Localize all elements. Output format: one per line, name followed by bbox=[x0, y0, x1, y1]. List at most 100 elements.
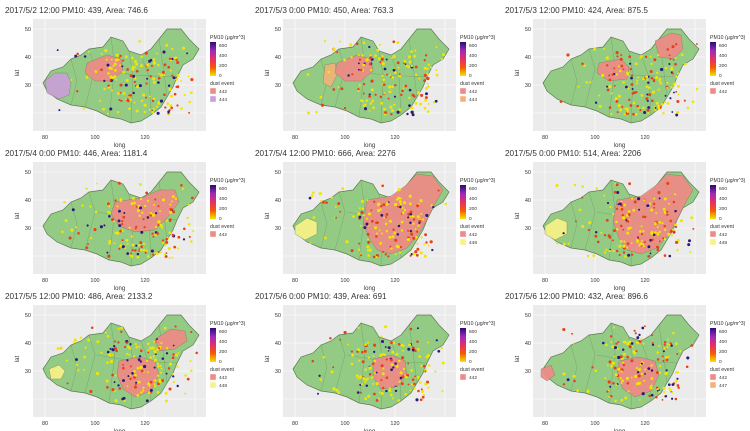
station-point bbox=[360, 68, 363, 72]
station-point bbox=[83, 368, 86, 371]
station-point bbox=[414, 49, 417, 52]
station-point bbox=[617, 367, 621, 371]
station-point bbox=[84, 346, 87, 349]
station-point bbox=[642, 77, 645, 80]
land-region bbox=[292, 314, 450, 410]
station-point bbox=[409, 254, 412, 257]
dust-event-swatch bbox=[459, 238, 467, 246]
station-point bbox=[134, 373, 137, 377]
station-point bbox=[117, 181, 121, 185]
station-point bbox=[424, 98, 428, 102]
station-point bbox=[627, 210, 631, 213]
station-point bbox=[127, 375, 130, 378]
station-point bbox=[664, 394, 668, 398]
station-point bbox=[388, 74, 391, 77]
pm10-legend-title: PM10 (μg/m^3) bbox=[710, 178, 746, 184]
station-point bbox=[169, 69, 172, 72]
station-point bbox=[385, 358, 388, 361]
station-point bbox=[389, 358, 393, 362]
station-point bbox=[306, 111, 311, 115]
station-point bbox=[190, 369, 193, 373]
station-point bbox=[165, 346, 169, 350]
station-point bbox=[392, 54, 396, 58]
station-point bbox=[129, 74, 133, 78]
station-point bbox=[661, 222, 664, 225]
station-point bbox=[117, 58, 120, 61]
station-point bbox=[688, 239, 691, 243]
station-point bbox=[626, 110, 629, 114]
station-point bbox=[105, 58, 108, 61]
station-point bbox=[168, 362, 172, 366]
station-point bbox=[148, 95, 151, 98]
y-axis-label: lat bbox=[515, 356, 521, 363]
station-point bbox=[414, 375, 417, 378]
station-point bbox=[424, 96, 428, 100]
station-point bbox=[650, 364, 653, 367]
station-point bbox=[410, 369, 414, 372]
station-point bbox=[418, 355, 422, 358]
pm10-color-scale bbox=[210, 185, 216, 219]
station-point bbox=[605, 343, 608, 347]
station-point bbox=[610, 341, 613, 344]
station-point bbox=[393, 103, 396, 106]
station-point bbox=[620, 207, 624, 211]
station-point bbox=[393, 203, 398, 207]
station-point bbox=[640, 94, 644, 97]
station-point bbox=[146, 371, 149, 374]
station-point bbox=[374, 93, 377, 96]
station-point bbox=[573, 379, 576, 383]
station-point bbox=[114, 58, 118, 62]
province-border bbox=[584, 191, 596, 251]
station-point bbox=[109, 107, 113, 111]
station-point bbox=[364, 343, 367, 346]
station-point bbox=[85, 75, 89, 79]
station-point bbox=[396, 41, 400, 45]
station-point bbox=[661, 103, 664, 106]
station-point bbox=[672, 91, 675, 94]
station-point bbox=[167, 110, 170, 113]
station-point bbox=[318, 374, 321, 377]
station-point bbox=[676, 238, 680, 242]
station-point bbox=[663, 238, 667, 241]
station-point bbox=[672, 58, 675, 61]
y-tick-label: 50 bbox=[525, 27, 531, 33]
station-point bbox=[165, 237, 169, 241]
station-point bbox=[152, 235, 155, 238]
station-point bbox=[407, 212, 411, 216]
station-point bbox=[195, 351, 198, 355]
station-point bbox=[131, 371, 134, 375]
station-point bbox=[149, 388, 153, 392]
station-point bbox=[674, 342, 678, 346]
station-point bbox=[392, 40, 396, 44]
dust-event-label: 448 bbox=[469, 240, 477, 246]
station-point bbox=[610, 395, 613, 398]
station-point bbox=[171, 373, 174, 375]
station-point bbox=[324, 237, 327, 240]
station-point bbox=[119, 199, 123, 202]
station-point bbox=[626, 342, 630, 346]
dust-legend-title: dust event bbox=[460, 367, 484, 373]
station-point bbox=[613, 366, 617, 370]
station-point bbox=[155, 52, 158, 55]
station-point bbox=[135, 244, 138, 247]
station-point bbox=[155, 251, 159, 256]
station-point bbox=[96, 340, 100, 344]
station-point bbox=[104, 331, 107, 334]
station-point bbox=[357, 62, 360, 65]
pm10-tick-label: 600 bbox=[469, 329, 477, 335]
station-point bbox=[622, 81, 625, 84]
station-point bbox=[622, 361, 625, 364]
station-point bbox=[75, 363, 79, 367]
station-point bbox=[400, 93, 403, 97]
station-point bbox=[654, 106, 657, 109]
station-point bbox=[671, 45, 675, 49]
station-point bbox=[670, 67, 674, 71]
station-point bbox=[651, 334, 654, 337]
station-point bbox=[650, 377, 654, 380]
x-tick-label: 80 bbox=[542, 278, 548, 284]
station-point bbox=[136, 252, 140, 256]
station-point bbox=[655, 371, 659, 375]
station-point bbox=[396, 205, 399, 208]
station-point bbox=[629, 104, 633, 107]
station-point bbox=[134, 342, 137, 346]
